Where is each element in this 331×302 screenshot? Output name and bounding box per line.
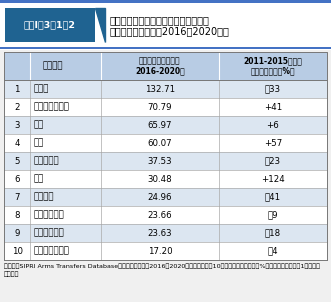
Text: 17.20: 17.20: [148, 246, 172, 255]
Bar: [0, 0, 331, 3]
Text: 2011-2015年との: 2011-2015年との: [244, 56, 302, 66]
Text: 2016-2020年: 2016-2020年: [135, 66, 185, 76]
Text: 5: 5: [15, 156, 20, 165]
Text: 中国: 中国: [33, 120, 44, 130]
Text: 9: 9: [15, 229, 20, 237]
Text: 4: 4: [15, 139, 20, 147]
Text: 8: 8: [15, 210, 20, 220]
Text: 10: 10: [12, 246, 23, 255]
Text: 132.71: 132.71: [145, 85, 175, 94]
Text: 23.66: 23.66: [148, 210, 172, 220]
Text: －23: －23: [265, 156, 281, 165]
Bar: [4, 80, 327, 98]
Text: シンガポール: シンガポール: [33, 210, 64, 220]
Bar: [0, 0, 331, 50]
Bar: [4, 206, 327, 224]
Bar: [0, 47, 331, 49]
Text: （注）「SIPRI Arms Transfers Database」をもとに作成　2016～2020年の輸入額上位10ヵ国のみ表記（比輽（%）の数値は小数点第1: （注）「SIPRI Arms Transfers Database」をもとに作成…: [4, 263, 320, 268]
Text: アジア・大洋州における主要通常兵器: アジア・大洋州における主要通常兵器: [110, 15, 210, 25]
Text: －18: －18: [265, 229, 281, 237]
Polygon shape: [95, 8, 105, 42]
Text: －4: －4: [267, 246, 278, 255]
Text: パキスタン: パキスタン: [33, 156, 59, 165]
Bar: [4, 134, 327, 152]
Text: 30.48: 30.48: [148, 175, 172, 184]
Bar: [4, 152, 327, 170]
Text: 24.96: 24.96: [148, 192, 172, 201]
Bar: [4, 170, 327, 188]
Text: 輸入額（億米ドル）: 輸入額（億米ドル）: [139, 56, 181, 66]
Text: 3: 3: [15, 120, 20, 130]
Bar: [4, 98, 327, 116]
Text: 7: 7: [15, 192, 20, 201]
Text: 五入）。: 五入）。: [4, 271, 20, 277]
Bar: [4, 224, 327, 242]
Text: 図表Ⅰ－3－1－2: 図表Ⅰ－3－1－2: [24, 21, 76, 30]
Text: +57: +57: [264, 139, 282, 147]
Text: ベトナム: ベトナム: [33, 192, 54, 201]
Text: 37.53: 37.53: [148, 156, 172, 165]
Bar: [4, 242, 327, 260]
Text: 2: 2: [15, 102, 20, 111]
Text: 60.07: 60.07: [148, 139, 172, 147]
Text: －33: －33: [265, 85, 281, 94]
Text: 65.97: 65.97: [148, 120, 172, 130]
Text: インドネシア: インドネシア: [33, 229, 64, 237]
Text: バングラデシュ: バングラデシュ: [33, 246, 70, 255]
Bar: [4, 188, 327, 206]
Text: 国・地域: 国・地域: [42, 62, 63, 70]
Text: 6: 6: [15, 175, 20, 184]
Text: 1: 1: [15, 85, 20, 94]
Text: 韓国: 韓国: [33, 139, 44, 147]
Text: 輸入額の比輽（%）: 輸入額の比輽（%）: [251, 66, 295, 76]
Text: －41: －41: [265, 192, 281, 201]
Text: 日本: 日本: [33, 175, 44, 184]
Bar: [4, 116, 327, 134]
Text: 23.63: 23.63: [148, 229, 172, 237]
Text: インド: インド: [33, 85, 49, 94]
Text: オーストラリア: オーストラリア: [33, 102, 70, 111]
Text: +124: +124: [261, 175, 285, 184]
Text: －9: －9: [268, 210, 278, 220]
Bar: [5, 8, 95, 42]
Text: の輸入額推移状況（2016～2020年）: の輸入額推移状況（2016～2020年）: [110, 26, 230, 36]
Text: 70.79: 70.79: [148, 102, 172, 111]
Text: +41: +41: [264, 102, 282, 111]
Bar: [4, 52, 327, 80]
Text: +6: +6: [266, 120, 279, 130]
